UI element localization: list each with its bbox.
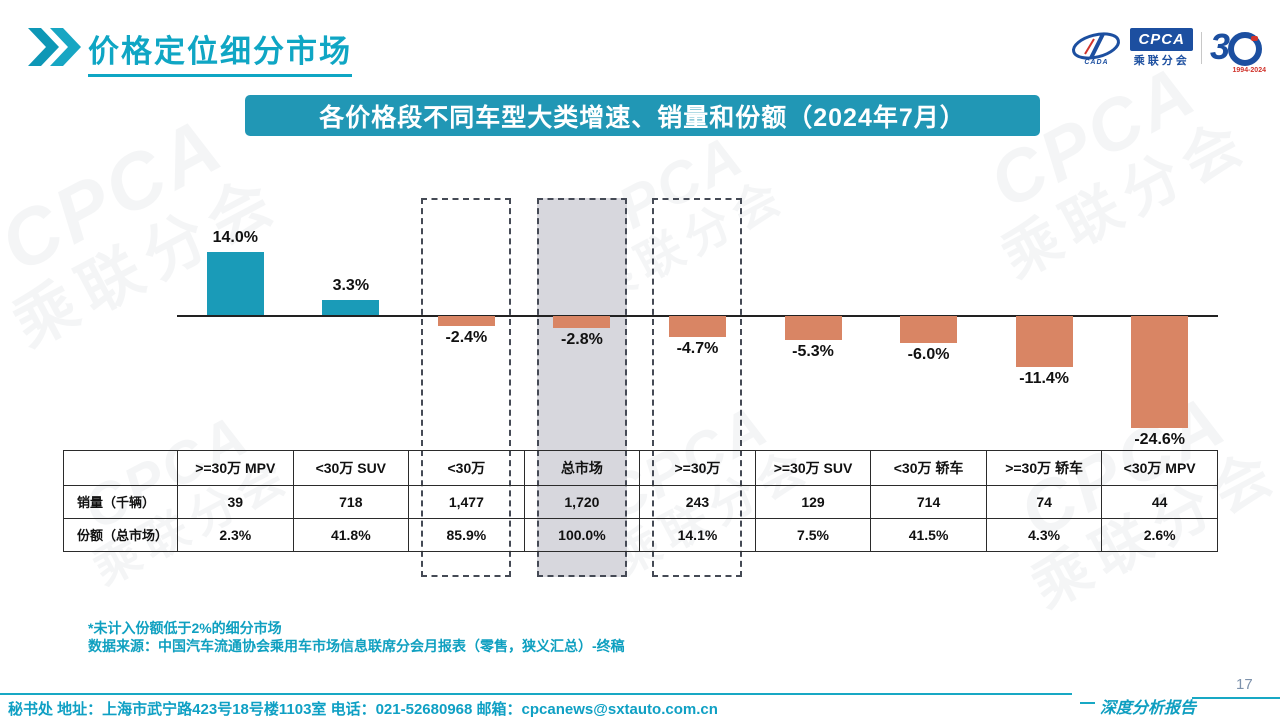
table-header-cell: >=30万 MPV [177, 450, 294, 486]
table-cell: 41.8% [292, 517, 410, 553]
table-cell: 243 [639, 484, 756, 519]
segment-data-table: >=30万 MPV <30万 SUV <30万 总市场 >=30万 >=30万 SUV <3… [63, 450, 1218, 553]
page-title: 价格定位细分市场 [88, 26, 352, 77]
table-header-cell: <30万 轿车 [870, 450, 987, 486]
footnote-1: *未计入份额低于2%的细分市场 [88, 620, 282, 636]
chart-bar->=30万 [668, 315, 726, 337]
report-tag: 深度分析报告 [1100, 700, 1197, 717]
bar-value-label: -4.7% [676, 339, 719, 357]
footnote-2: 数据来源：中国汽车流通协会乘用车市场信息联席分会月报表（零售，狭义汇总）-终稿 [88, 638, 625, 654]
chart-bar-<30万 SUV [322, 300, 380, 316]
bar-value-label: -24.6% [1134, 430, 1186, 448]
bar-value-label: -2.4% [445, 329, 488, 347]
table-cell: 44 [1101, 484, 1218, 519]
double-chevron-icon [28, 28, 84, 71]
table-header-cell: <30万 MPV [1101, 450, 1218, 486]
table-cell: 2.3% [177, 517, 294, 553]
cpca-logo: CADA CPCA 乘联分会 3 1994-2024 [1070, 25, 1266, 74]
chart-bar-总市场 [553, 315, 611, 329]
cpca-swoosh-icon: CADA [1070, 31, 1122, 66]
bar-value-label: 3.3% [332, 277, 370, 295]
table-cell: 2.6% [1101, 517, 1218, 553]
chart-bar->=30万 SUV [784, 315, 842, 340]
table-header-cell: <30万 [408, 450, 525, 486]
logo-divider [1200, 32, 1202, 64]
table-cell: 1,477 [408, 484, 525, 519]
table-cell: 714 [870, 484, 987, 519]
chart-bar-<30万 MPV [1131, 315, 1189, 428]
table-corner-cell [63, 450, 178, 486]
table-header-cell: <30万 SUV [292, 450, 410, 486]
anniversary-30-logo: 3 1994-2024 [1209, 25, 1266, 74]
footer-divider-line [0, 693, 1072, 695]
table-cell: 39 [177, 484, 294, 519]
chart-title: 各价格段不同车型大类增速、销量和份额（2024年7月） [319, 103, 966, 132]
table-cell: 1,720 [523, 484, 641, 519]
table-cell: 129 [754, 484, 872, 519]
table-cell: 74 [985, 484, 1103, 519]
table-header-cell: 总市场 [523, 450, 641, 486]
table-row-label: 销量（千辆） [63, 484, 178, 519]
footnotes: *未计入份额低于2%的细分市场 数据来源：中国汽车流通协会乘用车市场信息联席分会… [88, 619, 625, 655]
table-cell: 100.0% [523, 517, 641, 553]
cpca-wordmark: CPCA 乘联分会 [1130, 28, 1193, 68]
chart-bar-<30万 [437, 315, 495, 327]
table-header-cell: >=30万 轿车 [985, 450, 1103, 486]
highlight-box->=30万 [652, 198, 743, 577]
report-tag-line-right [1192, 697, 1280, 699]
page-number: 17 [1236, 676, 1253, 693]
table-cell: 718 [292, 484, 410, 519]
bar-value-label: -2.8% [561, 331, 603, 349]
bar-value-label: -11.4% [1019, 370, 1070, 388]
cpca-watermark: CPCA 乘联分会 [976, 49, 1261, 291]
highlight-box-<30万 [421, 198, 512, 577]
table-cell: 7.5% [754, 517, 872, 553]
table-cell: 14.1% [639, 517, 756, 553]
chart-bar-<30万 轿车 [900, 315, 958, 343]
table-row-label: 份额（总市场） [63, 517, 178, 553]
chart-bar->=30万 轿车 [1015, 315, 1073, 368]
bar-value-label: -5.3% [792, 342, 834, 360]
table-cell: 41.5% [870, 517, 987, 553]
chart-bar->=30万 MPV [206, 251, 264, 316]
table-cell: 4.3% [985, 517, 1103, 553]
table-header-cell: >=30万 SUV [754, 450, 872, 486]
footer-contact: 秘书处 地址：上海市武宁路423号18号楼1103室 电话：021-526809… [8, 701, 718, 718]
bar-value-label: 14.0% [212, 228, 258, 246]
bar-value-label: -6.0% [907, 345, 950, 363]
table-cell: 85.9% [408, 517, 525, 553]
table-header-cell: >=30万 [639, 450, 756, 486]
chart-title-banner: 各价格段不同车型大类增速、销量和份额（2024年7月） [245, 95, 1040, 136]
report-tag-line-left [1080, 702, 1095, 704]
